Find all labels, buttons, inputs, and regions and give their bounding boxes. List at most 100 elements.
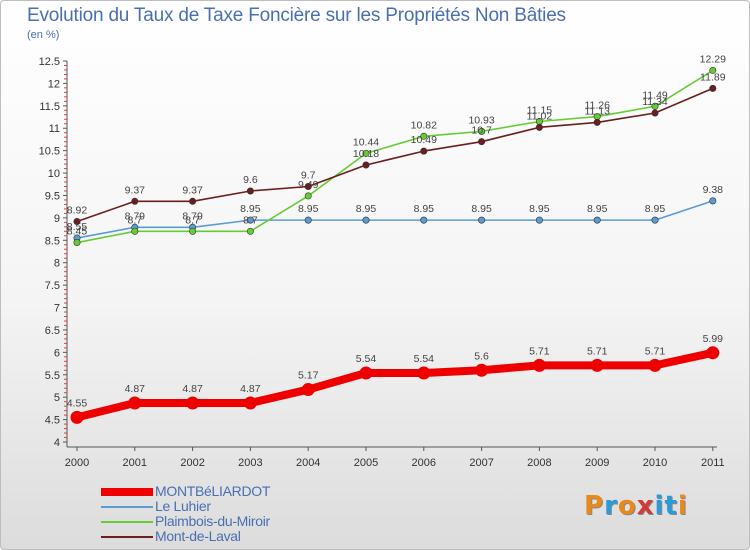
data-label: 9.38 (703, 184, 724, 196)
data-point (186, 396, 200, 410)
data-label: 4.87 (240, 383, 261, 395)
data-point (246, 216, 254, 224)
data-point (189, 227, 197, 235)
y-tick-label: 4 (54, 437, 60, 449)
data-label: 5.54 (414, 353, 435, 365)
series-line-plaimbois-du-miroir (76, 69, 714, 244)
logo-letter: x (636, 491, 655, 521)
data-point (593, 216, 601, 224)
logo-letter: t (664, 491, 678, 521)
x-tick-label: 2007 (469, 457, 493, 469)
data-point (420, 147, 428, 155)
y-tick-label: 5 (54, 392, 60, 404)
data-point (651, 216, 659, 224)
data-point (478, 216, 486, 224)
x-tick-label: 2004 (296, 457, 320, 469)
data-label: 11.89 (700, 71, 726, 83)
y-tick-label: 12.5 (39, 56, 60, 68)
data-point (304, 183, 312, 191)
chart-unit-label: (en %) (27, 29, 60, 41)
y-tick-label: 6 (54, 347, 60, 359)
data-point (590, 358, 604, 372)
data-point (304, 216, 312, 224)
legend-swatch (101, 536, 153, 538)
data-point (651, 102, 659, 110)
chart-title: Evolution du Taux de Taxe Foncière sur l… (27, 5, 566, 26)
data-point (475, 363, 489, 377)
series-line-mont-de-laval (76, 87, 714, 223)
data-point (535, 123, 543, 131)
y-tick-label: 5.5 (45, 370, 60, 382)
y-tick-label: 11 (49, 123, 60, 135)
data-label: 8.7 (243, 214, 258, 226)
data-label: 8.95 (414, 203, 435, 215)
data-point (420, 216, 428, 224)
data-label: 11.13 (584, 105, 610, 117)
data-point (246, 187, 254, 195)
data-point (532, 358, 546, 372)
data-label: 4.55 (67, 397, 88, 409)
logo-letter: o (617, 491, 637, 521)
data-label: 5.71 (529, 345, 550, 357)
data-label: 12.29 (700, 53, 726, 65)
legend-label: Mont-de-Laval (155, 528, 241, 544)
data-label: 11.49 (642, 89, 668, 101)
data-point (131, 197, 139, 205)
legend-label: MONTBéLIARDOT (155, 483, 271, 499)
data-label: 8.95 (587, 203, 608, 215)
data-label: 10.93 (468, 114, 494, 126)
x-tick-label: 2008 (527, 457, 551, 469)
data-label: 10.44 (353, 136, 379, 148)
data-label: 8.95 (298, 203, 319, 215)
legend-label: Plaimbois-du-Miroir (155, 513, 270, 529)
legend-swatch (101, 521, 153, 523)
data-point (478, 127, 486, 135)
y-tick-label: 6.5 (45, 325, 60, 337)
y-tick-label: 8.5 (45, 235, 60, 247)
line-chart: 44.555.566.577.588.599.51010.51111.51212… (39, 53, 727, 469)
y-tick-label: 7 (54, 303, 60, 315)
series-line-montb-liardot (73, 348, 717, 422)
data-label: 10.49 (411, 134, 437, 146)
x-tick-label: 2005 (354, 457, 378, 469)
y-tick-label: 12 (48, 78, 60, 90)
y-tick-label: 11.5 (39, 101, 60, 113)
x-tick-label: 2001 (123, 457, 147, 469)
logo-letter: P (584, 491, 605, 521)
y-tick-label: 10 (48, 168, 60, 180)
data-point (648, 358, 662, 372)
data-point (189, 197, 197, 205)
data-label: 8.79 (125, 210, 146, 222)
data-label: 10.82 (411, 119, 437, 131)
data-point (362, 216, 370, 224)
data-point (420, 132, 428, 140)
data-label: 9.7 (301, 170, 316, 182)
data-point (131, 227, 139, 235)
data-label: 9.37 (125, 184, 146, 196)
data-label: 8.7 (185, 214, 200, 226)
data-point (362, 161, 370, 169)
series-line-le-luhier (76, 200, 714, 239)
data-point (301, 383, 315, 397)
data-label: 8.95 (471, 203, 492, 215)
data-label: 4.87 (125, 383, 146, 395)
data-point (243, 396, 257, 410)
data-label: 5.71 (587, 345, 608, 357)
data-label: 4.87 (182, 383, 203, 395)
x-tick-label: 2011 (701, 457, 725, 469)
data-label: 8.55 (67, 221, 88, 233)
data-point (417, 366, 431, 380)
legend-swatch (101, 488, 153, 496)
x-tick-label: 2009 (585, 457, 609, 469)
data-label: 5.99 (703, 333, 724, 345)
data-label: 10.7 (471, 125, 492, 137)
data-label: 5.54 (356, 353, 377, 365)
data-point (70, 410, 84, 424)
data-point (535, 216, 543, 224)
y-tick-label: 4.5 (45, 415, 60, 427)
data-label: 5.71 (645, 345, 666, 357)
data-point (246, 227, 254, 235)
data-label: 10.18 (353, 148, 379, 160)
data-point (359, 366, 373, 380)
